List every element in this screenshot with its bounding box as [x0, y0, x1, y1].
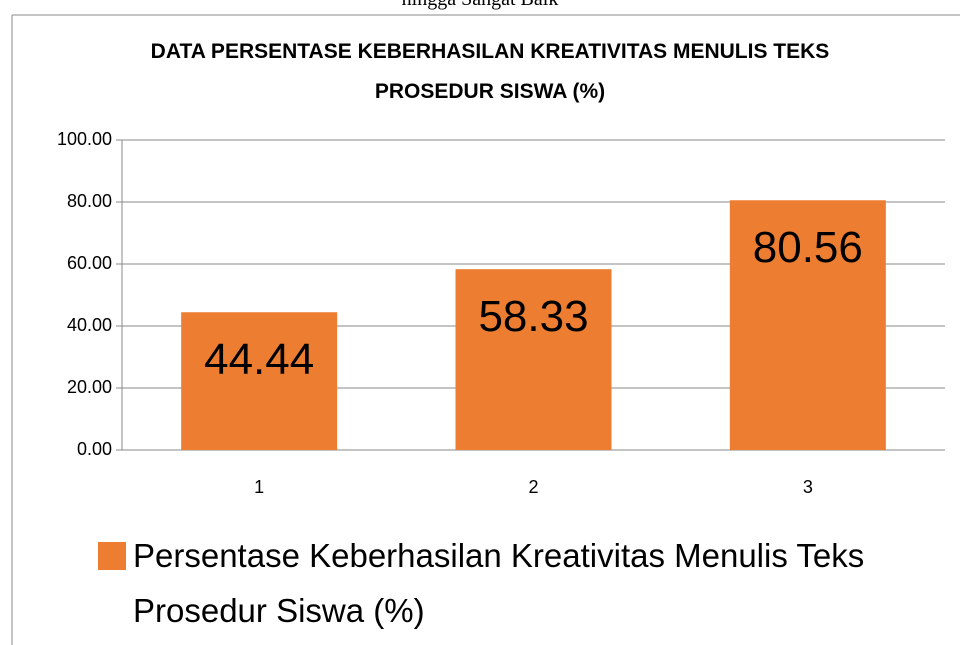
- bar: [455, 269, 612, 450]
- y-tick-label: 40.00: [67, 315, 112, 335]
- legend-key: [98, 542, 126, 570]
- bar: [729, 200, 886, 450]
- y-tick-label: 100.00: [57, 129, 112, 149]
- legend-label: Persentase Keberhasilan Kreativitas Menu…: [133, 537, 865, 629]
- data-label: 80.56: [753, 223, 863, 272]
- cropped-caption: hingga Sangat Baik: [0, 0, 960, 11]
- data-label: 44.44: [204, 335, 314, 384]
- y-tick-label: 60.00: [67, 253, 112, 273]
- data-label: 58.33: [478, 292, 588, 341]
- y-tick-label: 0.00: [77, 439, 112, 459]
- y-tick-label: 80.00: [67, 191, 112, 211]
- x-tick-label: 1: [254, 477, 264, 497]
- chart-title: DATA PERSENTASE KEBERHASILAN KREATIVITAS…: [150, 40, 830, 103]
- x-tick-label: 2: [528, 477, 538, 497]
- bar: [181, 312, 338, 450]
- x-tick-label: 3: [803, 477, 813, 497]
- y-tick-label: 20.00: [67, 377, 112, 397]
